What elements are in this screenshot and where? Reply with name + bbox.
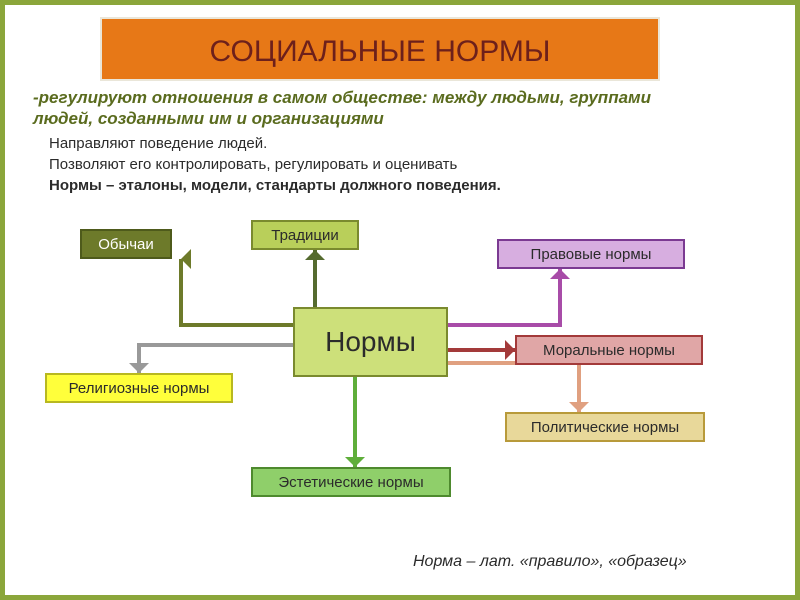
- node-customs-label: Обычаи: [98, 236, 154, 253]
- node-legal-label: Правовые нормы: [531, 246, 652, 263]
- node-aesthetic: Эстетические нормы: [251, 467, 451, 497]
- center-label: Нормы: [325, 326, 416, 358]
- subtitle-line1: -регулируют отношения в самом обществе: …: [33, 88, 651, 107]
- title-box: СОЦИАЛЬНЫЕ НОРМЫ: [100, 17, 660, 81]
- node-moral-label: Моральные нормы: [543, 342, 675, 359]
- node-political: Политические нормы: [505, 412, 705, 442]
- subtitle: -регулируют отношения в самом обществе: …: [33, 87, 651, 130]
- body-line2: Позволяют его контролировать, регулирова…: [49, 156, 457, 173]
- node-religious-label: Религиозные нормы: [69, 380, 210, 397]
- footer-label: Норма – лат. «правило», «образец»: [413, 553, 687, 570]
- node-customs: Обычаи: [80, 229, 172, 259]
- footer-text: Норма – лат. «правило», «образец»: [413, 553, 687, 571]
- title-text: СОЦИАЛЬНЫЕ НОРМЫ: [210, 35, 551, 68]
- node-traditions-label: Традиции: [271, 227, 339, 244]
- body-line3: Нормы – эталоны, модели, стандарты должн…: [49, 177, 501, 194]
- node-political-label: Политические нормы: [531, 419, 679, 436]
- node-aesthetic-label: Эстетические нормы: [278, 474, 423, 491]
- body-line1: Направляют поведение людей.: [49, 135, 267, 152]
- node-traditions: Традиции: [251, 220, 359, 250]
- node-legal: Правовые нормы: [497, 239, 685, 269]
- center-node: Нормы: [293, 307, 448, 377]
- node-religious: Религиозные нормы: [45, 373, 233, 403]
- node-moral: Моральные нормы: [515, 335, 703, 365]
- body-text: Направляют поведение людей. Позволяют ег…: [49, 133, 501, 196]
- slide-frame: СОЦИАЛЬНЫЕ НОРМЫ -регулируют отношения в…: [0, 0, 800, 600]
- subtitle-line2: людей, созданными им и организациями: [33, 109, 384, 128]
